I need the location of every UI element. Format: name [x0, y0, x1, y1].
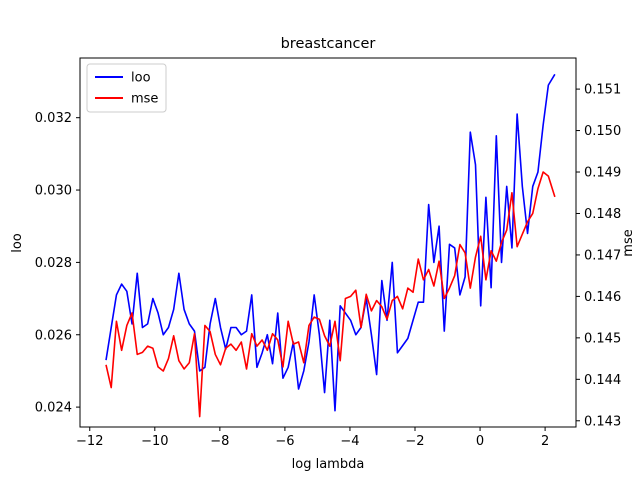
series-line-mse: [105, 171, 556, 418]
y-right-axis-ticks: 0.143 0.144 0.145 0.146 0.147 0.148 0.149 0.150…: [576, 83, 621, 429]
y-right-tick-label: 0.145: [584, 331, 621, 346]
legend-label-loo: loo: [131, 71, 151, 86]
x-tick-label: −10: [141, 434, 168, 449]
x-tick-label: −6: [275, 434, 294, 449]
legend: loo mse: [86, 63, 167, 113]
y-right-tick-label: 0.148: [584, 207, 621, 222]
x-tick-label: −12: [76, 434, 103, 449]
y-right-tick-label: 0.150: [584, 124, 621, 139]
y-left-tick-label: 0.024: [35, 401, 72, 416]
axes-frame: [79, 57, 577, 428]
x-tick-label: 2: [541, 434, 549, 449]
legend-label-mse: mse: [131, 92, 158, 107]
series-line-loo: [105, 73, 556, 412]
y-right-tick-label: 0.147: [584, 248, 621, 263]
x-axis-label: log lambda: [292, 457, 365, 472]
y-right-tick-label: 0.146: [584, 290, 621, 305]
y-left-tick-label: 0.030: [35, 184, 72, 199]
x-tick-label: −2: [405, 434, 424, 449]
series-layer: [105, 73, 556, 418]
y-right-axis-label: mse: [621, 229, 636, 256]
chart-title: breastcancer: [281, 36, 376, 52]
y-left-tick-label: 0.026: [35, 328, 72, 343]
x-tick-label: −8: [210, 434, 229, 449]
y-right-tick-label: 0.143: [584, 414, 621, 429]
x-tick-label: −4: [340, 434, 359, 449]
x-tick-label: 0: [476, 434, 484, 449]
y-left-axis-ticks: 0.024 0.026 0.028 0.030 0.032: [35, 111, 80, 416]
y-right-tick-label: 0.149: [584, 166, 621, 181]
y-left-tick-label: 0.028: [35, 256, 72, 271]
y-left-tick-label: 0.032: [35, 111, 72, 126]
y-right-tick-label: 0.151: [584, 83, 621, 98]
y-right-tick-label: 0.144: [584, 373, 621, 388]
y-left-axis-label: loo: [10, 233, 25, 253]
x-axis-ticks: −12 −10 −8 −6 −4 −2 0 2: [76, 427, 549, 449]
